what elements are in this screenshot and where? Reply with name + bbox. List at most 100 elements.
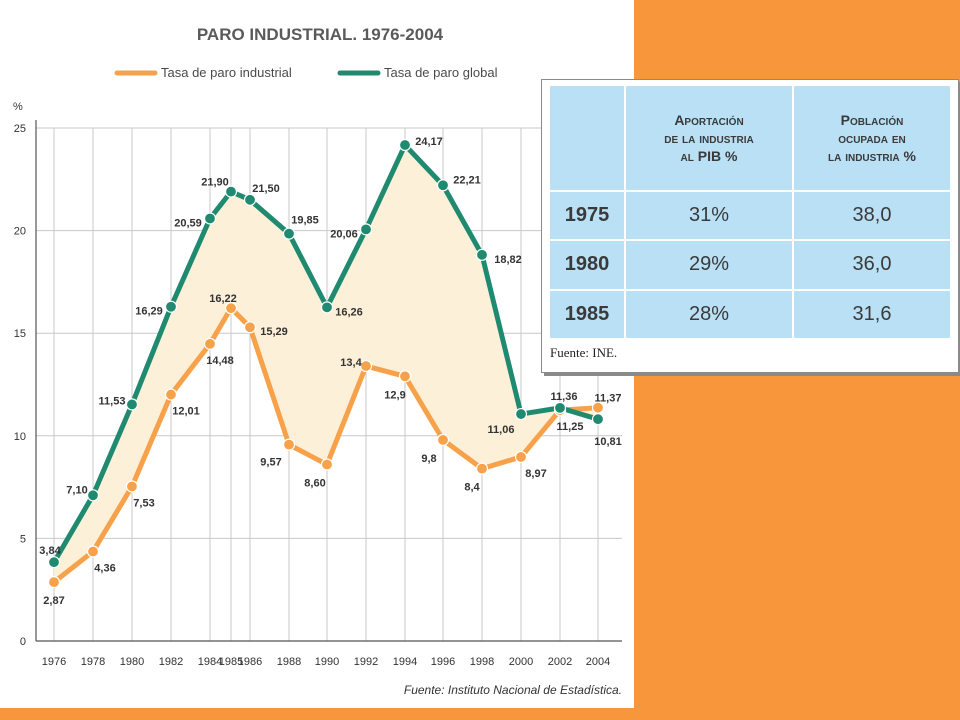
data-label-global: 11,36 [551,391,578,403]
point-global [320,301,334,314]
point-global [224,185,238,198]
data-label-global: 21,90 [201,177,229,189]
legend-industrial-label: Tasa de paro industrial [161,65,292,80]
x-tick-label: 1985 [219,656,243,668]
data-label-industrial: 12,01 [172,406,200,418]
data-label-global: 16,29 [135,306,163,318]
data-label-global: 20,06 [330,228,358,240]
y-tick-label: 10 [14,431,26,443]
series-lines [51,142,601,585]
point-industrial [475,462,489,475]
row-poblacion: 36,0 [792,239,952,291]
row-pib: 31% [624,189,794,242]
point-global [553,401,567,414]
data-label-industrial: 4,36 [94,563,115,575]
point-industrial [398,370,412,383]
point-industrial [243,321,257,334]
table-corner [548,84,626,192]
point-industrial [359,359,373,373]
point-global [125,398,139,411]
point-industrial [164,388,178,401]
data-label-industrial: 8,4 [464,482,480,494]
data-label-industrial: 12,9 [384,389,405,401]
table-row: 1975 31% 38,0 [548,189,952,242]
y-tick-label: 20 [14,226,26,238]
data-label-global: 20,59 [174,217,202,229]
chart-panel: PARO INDUSTRIAL. 1976-2004 Tasa de paro … [0,0,634,708]
point-global [243,193,257,206]
point-industrial [47,576,61,589]
row-poblacion: 31,6 [792,288,952,341]
point-global [398,138,412,152]
point-global [164,300,178,313]
point-industrial [320,458,334,471]
table-row: 1985 28% 31,6 [548,288,952,341]
point-industrial [86,545,100,558]
point-global [359,223,373,236]
point-global [47,556,61,569]
data-label-global: 7,10 [66,484,87,496]
data-label-global: 11,06 [488,424,515,436]
header-poblacion: Población ocupada en la industria % [792,84,952,192]
row-poblacion: 38,0 [792,189,952,242]
x-tick-label: 1992 [354,656,378,668]
data-label-global: 24,17 [415,136,443,148]
y-tick-label: 0 [20,636,26,648]
data-label-industrial: 9,57 [260,457,281,469]
point-industrial [125,480,139,493]
data-label-industrial: 2,87 [43,595,64,607]
x-tick-label: 1994 [393,656,417,668]
row-pib: 29% [624,239,794,291]
data-label-global: 16,26 [335,306,363,318]
series-line-global [51,142,601,565]
data-label-industrial: 7,53 [133,497,154,509]
table-row: 1980 29% 36,0 [548,239,952,291]
series-line-industrial [51,305,601,585]
table-header-row: Aportación de la industria al PIB % Pobl… [548,84,952,192]
area-between-series [54,145,598,583]
x-tick-label: 1986 [238,656,262,668]
data-label-global: 10,81 [594,436,622,448]
point-industrial [203,337,217,350]
x-tick-label: 2000 [509,656,533,668]
y-tick-label: 5 [20,533,26,545]
row-year: 1985 [548,288,626,341]
data-label-industrial: 9,8 [421,453,436,465]
legend-global-label: Tasa de paro global [384,65,498,80]
point-global [436,179,450,192]
data-label-industrial: 8,97 [525,468,546,480]
data-label-industrial: 11,37 [595,393,622,405]
data-label-industrial: 16,22 [209,293,237,305]
row-year: 1980 [548,239,626,291]
point-industrial [282,438,296,451]
data-labels: 2,87 4,36 7,53 12,01 14,48 16,22 15,29 9,57 8,60… [39,136,621,607]
data-label-industrial: 15,29 [260,326,288,338]
y-tick-label: 15 [14,328,26,340]
x-tick-label: 2002 [548,656,572,668]
point-industrial [514,450,528,464]
data-label-global: 19,85 [291,215,319,227]
x-tick-label: 1978 [81,656,105,668]
chart-source: Fuente: Instituto Nacional de Estadístic… [404,683,622,697]
industry-table-bg: Aportación de la industria al PIB % Pobl… [548,84,952,341]
row-year: 1975 [548,189,626,242]
x-tick-label: 2004 [586,656,610,668]
point-global [282,227,296,240]
data-label-global: 21,50 [252,183,280,195]
x-tick-label: 1976 [42,656,66,668]
series-points [47,138,605,589]
x-tick-label: 1988 [277,656,301,668]
data-label-industrial: 14,48 [206,355,234,367]
data-label-industrial: 13,4 [340,357,362,369]
point-industrial [436,433,450,447]
line-chart: PARO INDUSTRIAL. 1976-2004 Tasa de paro … [13,25,622,697]
data-label-industrial: 11,25 [557,421,584,433]
industry-table-card: Aportación de la industria al PIB % Pobl… [541,79,959,373]
point-global [86,489,100,502]
industry-table: Aportación de la industria al PIB % Pobl… [548,84,952,341]
grid [35,120,622,642]
point-global [475,248,489,261]
table-source: Fuente: INE. [550,345,618,360]
data-label-global: 3,84 [39,545,61,557]
